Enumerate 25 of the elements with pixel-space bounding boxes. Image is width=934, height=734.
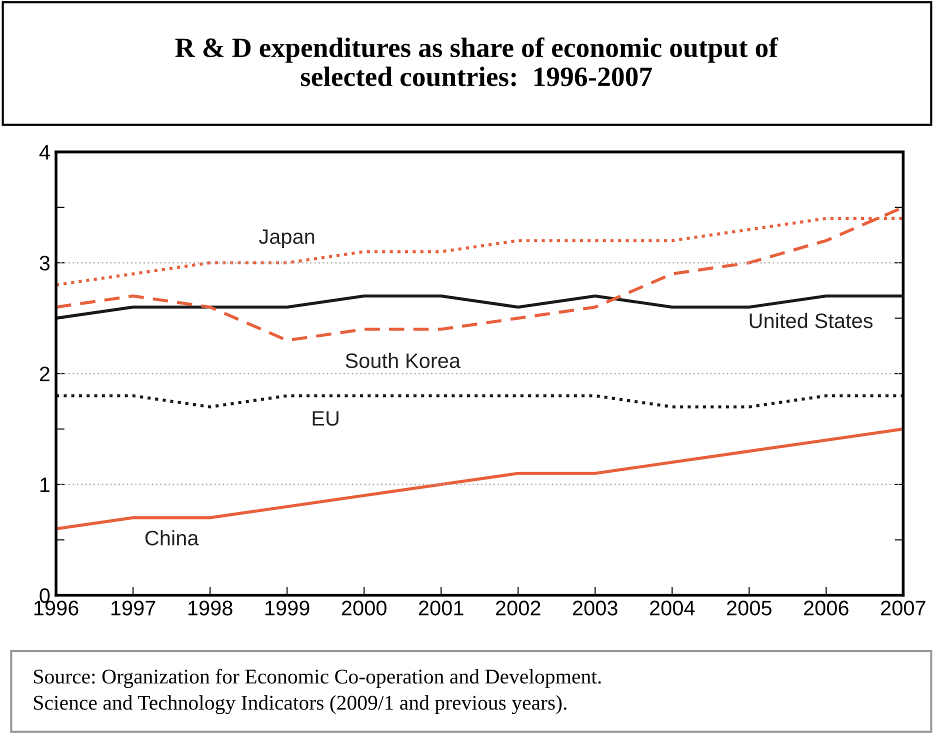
y-tick-label: 0	[40, 588, 50, 604]
chart-title: R & D expenditures as share of economic output of selected countries: 1996-2007	[175, 37, 778, 86]
x-tick-label: 2006	[804, 600, 848, 616]
series-label: China	[145, 530, 199, 546]
x-tick-label: 2000	[342, 600, 386, 616]
x-tick-label: 2002	[496, 600, 540, 616]
x-tick-label: 2004	[650, 600, 695, 616]
series-label: Japan	[259, 229, 314, 248]
y-tick-label: 3	[40, 256, 50, 271]
x-tick-label: 1998	[188, 600, 232, 616]
y-tick-label: 1	[40, 478, 50, 492]
x-tick-label: 2007	[881, 600, 926, 616]
y-tick-label: 4	[39, 145, 50, 160]
x-tick-label: 1997	[111, 600, 156, 616]
x-tick-label: 2003	[573, 600, 618, 616]
y-tick-label: 2	[40, 366, 50, 382]
line-series	[56, 427, 904, 530]
x-tick-label: 1996	[34, 600, 78, 616]
series-label: United States	[750, 312, 873, 328]
x-tick-label: 1999	[265, 600, 310, 616]
series-label: EU	[312, 411, 338, 426]
x-tick-label: 2005	[727, 600, 772, 616]
series-label: South Korea	[346, 352, 461, 368]
source-note: Source: Organization for Economic Co-operation and Development. Science and Technology Indicators (2009/1 and previous years).	[34, 668, 601, 714]
x-tick-label: 2001	[418, 600, 464, 616]
